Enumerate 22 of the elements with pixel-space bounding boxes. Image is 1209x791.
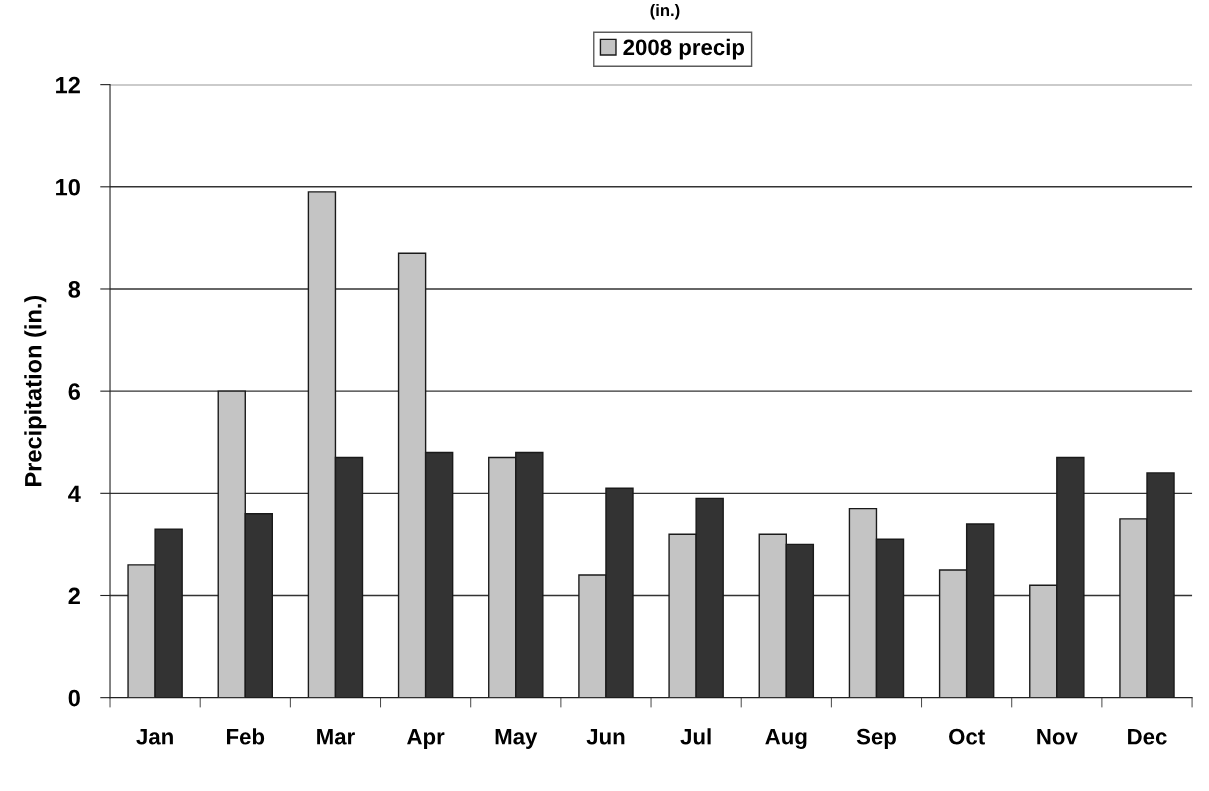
x-tick-label: May: [495, 729, 538, 749]
x-tick-label: Oct: [949, 728, 985, 745]
x-tick-label: Jun: [586, 729, 625, 745]
y-tick-label: 8: [68, 281, 81, 298]
x-tick-label: Jan: [136, 729, 173, 745]
x-tick-label: Jul: [680, 728, 711, 745]
x-tick-label: Feb: [227, 728, 265, 745]
y-tick-label: 10: [56, 178, 80, 196]
y-tick-label: 0: [68, 689, 80, 707]
x-tick-label: Apr: [407, 729, 445, 749]
y-tick-label: 6: [68, 383, 80, 400]
chart-title: (in.): [650, 3, 680, 20]
legend-label: 2008 precip: [623, 38, 745, 60]
x-tick-label: Aug: [765, 728, 807, 749]
y-tick-label: 2: [68, 587, 80, 605]
x-tick-label: Nov: [1037, 729, 1078, 745]
y-tick-label: 4: [68, 485, 81, 502]
y-tick-label: 12: [56, 76, 80, 94]
y-axis-title: Precipitation (in.): [24, 295, 47, 486]
x-tick-label: Sep: [856, 728, 896, 749]
x-tick-label: Dec: [1128, 729, 1167, 745]
x-tick-label: Mar: [317, 729, 355, 745]
